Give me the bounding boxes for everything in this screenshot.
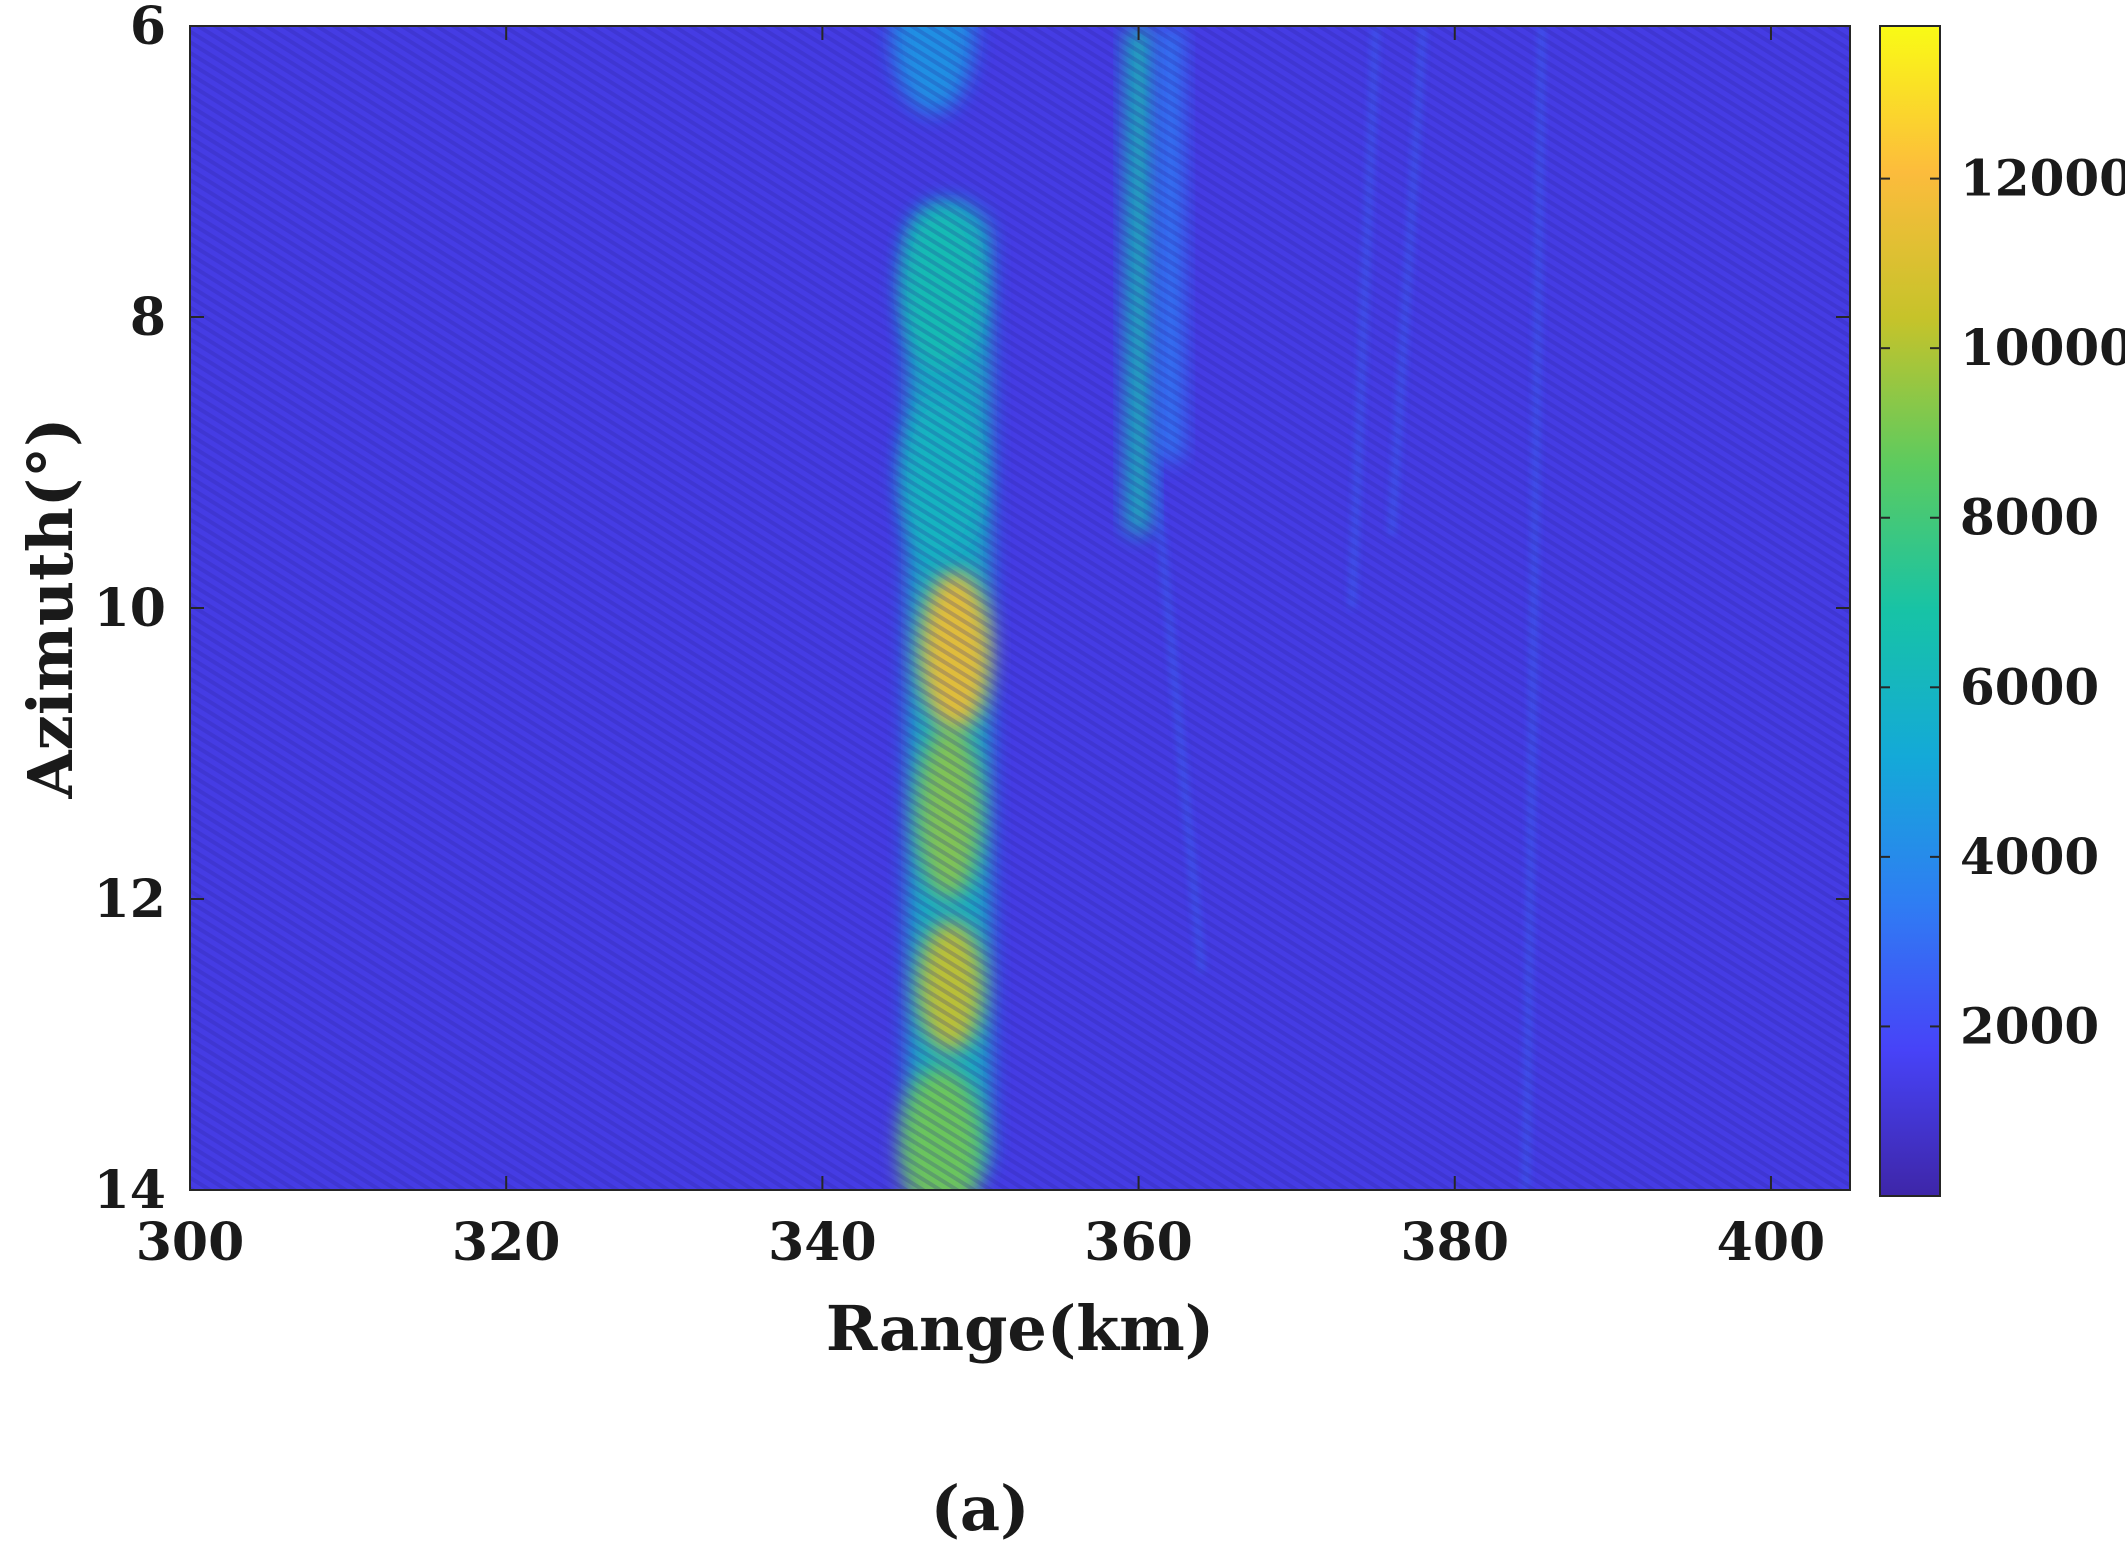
colorbar: 2000 4000 6000 8000 10000 12000 — [1879, 25, 2125, 1197]
colorbar-tick-label: 10000 — [1960, 318, 2125, 377]
x-tick-label: 340 — [768, 1212, 877, 1273]
panel-caption: (a) — [931, 1472, 1030, 1545]
colorbar-bar — [1879, 25, 1941, 1197]
x-tick-label: 320 — [452, 1212, 561, 1273]
colorbar-tick-label: 12000 — [1960, 149, 2125, 208]
y-tick-label: 12 — [94, 869, 166, 930]
heatmap-texture — [190, 26, 1850, 1190]
x-tick-label: 400 — [1717, 1212, 1826, 1273]
colorbar-tick-label: 8000 — [1960, 488, 2099, 547]
colorbar-tick-label: 2000 — [1960, 996, 2099, 1055]
x-tick-label: 360 — [1084, 1212, 1193, 1273]
x-axis-title: Range(km) — [826, 1292, 1214, 1365]
y-tick-label: 10 — [94, 578, 166, 639]
heatmap-plot-area — [189, 25, 1851, 1191]
colorbar-tick-label: 4000 — [1960, 827, 2099, 886]
y-tick-label: 6 — [130, 0, 166, 57]
x-axis: 300 320 340 360 380 400 — [136, 26, 1825, 1273]
colorbar-tick-label: 6000 — [1960, 657, 2099, 716]
colorbar-ticks: 2000 4000 6000 8000 10000 12000 — [1880, 149, 2125, 1055]
y-axis-title: Azimuth(°) — [14, 418, 87, 800]
y-axis: 6 8 10 12 14 — [94, 0, 1850, 1221]
x-tick-label: 300 — [136, 1212, 245, 1273]
y-tick-label: 14 — [94, 1160, 166, 1221]
x-tick-label: 380 — [1400, 1212, 1509, 1273]
y-tick-label: 8 — [130, 287, 166, 348]
